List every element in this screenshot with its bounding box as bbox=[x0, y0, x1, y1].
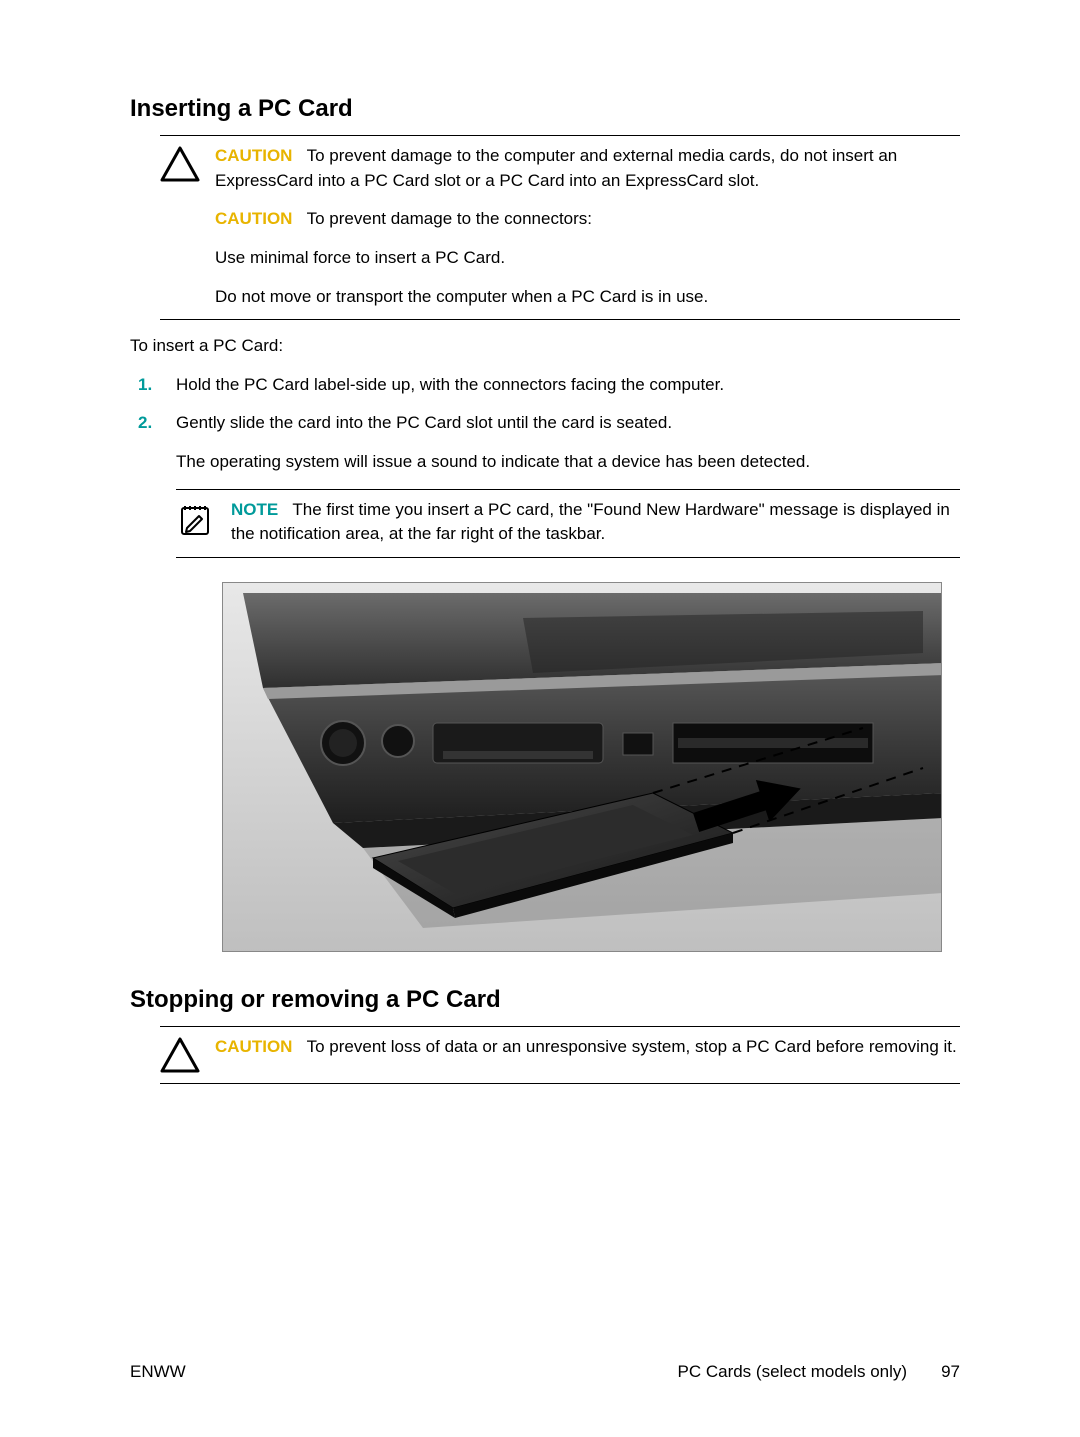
manual-page: Inserting a PC Card CAUTION To prevent d… bbox=[0, 0, 1080, 1437]
page-footer: ENWW PC Cards (select models only) 97 bbox=[130, 1362, 960, 1382]
caution-label: CAUTION bbox=[215, 146, 292, 165]
caution1-text: To prevent damage to the computer and ex… bbox=[215, 146, 897, 190]
footer-page-number: 97 bbox=[941, 1362, 960, 1382]
caution-body-1: CAUTION To prevent damage to the compute… bbox=[215, 144, 960, 309]
footer-section: PC Cards (select models only) bbox=[678, 1362, 908, 1382]
note-body: NOTE The first time you insert a PC card… bbox=[231, 498, 960, 547]
step2-text: Gently slide the card into the PC Card s… bbox=[176, 413, 672, 432]
note-label: NOTE bbox=[231, 500, 278, 519]
footer-left: ENWW bbox=[130, 1362, 186, 1382]
caution-body-2: CAUTION To prevent loss of data or an un… bbox=[215, 1035, 960, 1060]
note-text: The first time you insert a PC card, the… bbox=[231, 500, 950, 544]
note-icon bbox=[176, 498, 231, 538]
caution3-text: To prevent loss of data or an unresponsi… bbox=[307, 1037, 957, 1056]
caution2-line2: Do not move or transport the computer wh… bbox=[215, 285, 960, 310]
caution-label: CAUTION bbox=[215, 1037, 292, 1056]
caution2-text: To prevent damage to the connectors: bbox=[307, 209, 592, 228]
caution-label: CAUTION bbox=[215, 209, 292, 228]
step1-text: Hold the PC Card label-side up, with the… bbox=[176, 375, 724, 394]
section1-title: Inserting a PC Card bbox=[130, 95, 960, 123]
steps-list: Hold the PC Card label-side up, with the… bbox=[130, 373, 960, 952]
step2-sub: The operating system will issue a sound … bbox=[176, 450, 960, 475]
caution-block-2: CAUTION To prevent loss of data or an un… bbox=[160, 1026, 960, 1084]
caution-block-1: CAUTION To prevent damage to the compute… bbox=[160, 135, 960, 320]
intro-text: To insert a PC Card: bbox=[130, 334, 960, 359]
figure-insert-pc-card bbox=[222, 582, 942, 952]
section2-title: Stopping or removing a PC Card bbox=[130, 986, 960, 1014]
caution2-line1: Use minimal force to insert a PC Card. bbox=[215, 246, 960, 271]
note-block: NOTE The first time you insert a PC card… bbox=[176, 489, 960, 558]
step-2: Gently slide the card into the PC Card s… bbox=[130, 411, 960, 952]
step-1: Hold the PC Card label-side up, with the… bbox=[130, 373, 960, 398]
caution-icon bbox=[160, 1035, 215, 1073]
caution-icon bbox=[160, 144, 215, 182]
